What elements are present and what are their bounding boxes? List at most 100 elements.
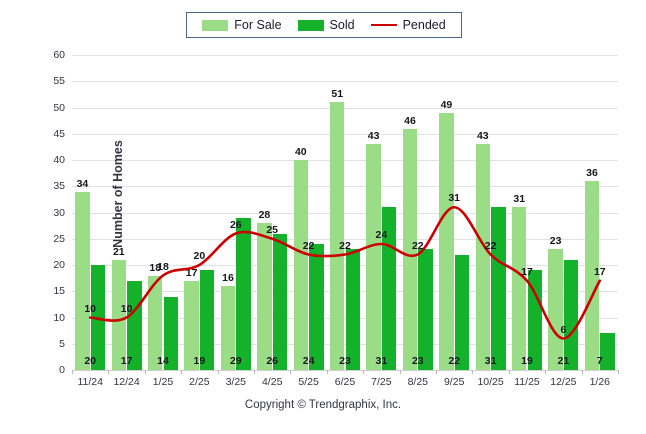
bar-value-label-for-sale: 31 xyxy=(513,193,526,206)
bar-for-sale[interactable] xyxy=(475,144,491,370)
x-axis-tick xyxy=(72,370,73,374)
y-tick-label: 5 xyxy=(59,337,65,350)
legend-label: For Sale xyxy=(234,18,282,32)
line-value-label-pended: 6 xyxy=(560,323,567,336)
bar-sold[interactable] xyxy=(236,217,251,370)
x-axis-tick xyxy=(436,370,437,374)
x-axis-line xyxy=(72,370,618,371)
x-axis-tick xyxy=(144,370,146,374)
legend-item-sold[interactable]: Sold xyxy=(297,18,355,32)
gridline xyxy=(72,133,618,135)
bar-value-label-sold: 19 xyxy=(193,355,206,367)
gridline xyxy=(72,212,618,214)
x-tick-label: 2/25 xyxy=(189,376,210,388)
x-tick-label: 12/25 xyxy=(550,376,577,388)
bar-for-sale[interactable] xyxy=(220,286,236,370)
bar-value-label-for-sale: 43 xyxy=(367,130,380,143)
legend-line-marker-icon xyxy=(370,24,397,26)
bar-value-label-sold: 23 xyxy=(339,355,351,367)
gridline xyxy=(72,186,618,188)
bar-for-sale[interactable] xyxy=(511,207,527,370)
y-tick-label: 10 xyxy=(53,311,65,324)
bar-sold[interactable] xyxy=(491,207,506,370)
bar-sold[interactable] xyxy=(199,270,215,370)
bar-sold[interactable] xyxy=(345,249,361,370)
y-tick-label: 35 xyxy=(53,180,65,193)
plot-area: 0 5 10 15 20 25 30 35 40 45 50 55 60 Number of Homes… xyxy=(53,49,618,376)
legend-swatch-icon xyxy=(202,19,229,31)
bar-for-sale[interactable] xyxy=(111,259,127,370)
line-value-label-pended: 22 xyxy=(339,239,351,252)
x-axis-tick xyxy=(472,370,474,374)
bar-value-label-sold: 26 xyxy=(266,355,279,367)
y-tick-label: 55 xyxy=(53,75,65,88)
bar-for-sale[interactable] xyxy=(147,275,163,370)
gridline xyxy=(72,291,618,293)
bar-for-sale[interactable] xyxy=(402,128,418,370)
bar-for-sale[interactable] xyxy=(584,181,600,370)
gridline xyxy=(72,55,618,56)
pended-line[interactable] xyxy=(88,205,602,340)
bar-value-label-sold: 20 xyxy=(84,355,97,367)
x-axis-tick xyxy=(254,370,255,374)
gridline xyxy=(72,81,618,83)
y-tick-label: 25 xyxy=(53,232,65,245)
bar-value-label-for-sale: 16 xyxy=(222,272,234,284)
bar-for-sale[interactable] xyxy=(75,191,90,370)
bar-sold[interactable] xyxy=(527,270,543,370)
bar-sold[interactable] xyxy=(163,296,179,370)
bar-sold[interactable] xyxy=(563,259,579,370)
y-tick-label: 30 xyxy=(53,206,65,219)
bar-value-label-sold: 21 xyxy=(557,355,570,367)
legend-label: Pended xyxy=(402,18,446,32)
chart-legend: For Sale Sold Pended xyxy=(186,12,462,38)
line-value-label-pended: 18 xyxy=(157,260,169,273)
line-value-label-pended: 22 xyxy=(302,239,315,252)
bar-value-label-for-sale: 40 xyxy=(294,146,307,158)
line-value-label-pended: 31 xyxy=(448,192,461,205)
gridline xyxy=(72,317,618,319)
bar-for-sale[interactable] xyxy=(439,112,454,370)
x-axis-tick xyxy=(545,370,547,374)
gridline xyxy=(72,265,618,266)
bar-sold[interactable] xyxy=(272,233,288,370)
line-value-label-pended: 22 xyxy=(411,239,424,252)
x-tick-label: 11/24 xyxy=(77,376,103,388)
x-tick-label: 9/25 xyxy=(443,376,465,388)
bar-for-sale[interactable] xyxy=(366,144,381,370)
line-value-label-pended: 25 xyxy=(266,223,279,236)
legend-label: Sold xyxy=(329,18,355,32)
bar-for-sale[interactable] xyxy=(184,280,199,370)
bar-value-label-sold: 14 xyxy=(157,355,169,367)
legend-item-for-sale[interactable]: For Sale xyxy=(202,18,282,32)
copyright-notice: Copyright © Trendgraphix, Inc. xyxy=(244,399,402,411)
bar-sold[interactable] xyxy=(454,254,470,370)
gridline xyxy=(72,238,618,240)
bar-sold[interactable] xyxy=(309,244,324,370)
bar-value-label-sold: 29 xyxy=(229,355,242,367)
bar-for-sale[interactable] xyxy=(293,160,309,370)
bar-for-sale[interactable] xyxy=(548,249,563,370)
x-axis-tick xyxy=(290,370,292,374)
bar-for-sale[interactable] xyxy=(329,102,345,370)
bar-value-label-for-sale: 17 xyxy=(185,266,198,279)
x-axis-tick xyxy=(399,370,401,374)
x-tick-label: 11/25 xyxy=(514,376,540,388)
bar-sold[interactable] xyxy=(418,249,433,370)
bar-sold[interactable] xyxy=(600,333,615,370)
bar-sold[interactable] xyxy=(127,280,142,370)
line-value-label-pended: 10 xyxy=(120,302,133,315)
x-axis-tick xyxy=(508,370,510,374)
x-tick-label: 7/25 xyxy=(371,376,392,388)
bar-value-label-sold: 23 xyxy=(411,355,424,367)
line-value-label-pended: 20 xyxy=(193,250,206,262)
bar-value-label-sold: 31 xyxy=(484,355,497,367)
y-tick-label: 0 xyxy=(59,364,65,376)
legend-item-pended[interactable]: Pended xyxy=(370,18,446,32)
bar-value-label-for-sale: 21 xyxy=(112,245,125,258)
line-value-label-pended: 22 xyxy=(484,239,497,252)
bar-for-sale[interactable] xyxy=(257,223,272,370)
x-axis-tick xyxy=(217,370,219,374)
x-tick-label: 4/25 xyxy=(261,376,283,388)
